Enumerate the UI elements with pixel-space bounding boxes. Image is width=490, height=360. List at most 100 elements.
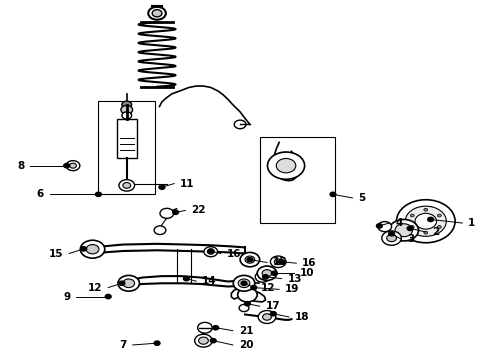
Text: 2: 2 xyxy=(432,227,439,237)
Circle shape xyxy=(387,234,396,242)
Circle shape xyxy=(239,305,249,312)
Circle shape xyxy=(410,214,414,217)
Text: 18: 18 xyxy=(295,312,309,322)
Circle shape xyxy=(276,158,296,173)
Circle shape xyxy=(86,244,99,254)
Text: 17: 17 xyxy=(266,301,280,311)
Text: 3: 3 xyxy=(407,234,415,244)
Circle shape xyxy=(438,214,441,217)
Circle shape xyxy=(96,192,101,197)
Text: 20: 20 xyxy=(239,340,253,350)
Circle shape xyxy=(118,275,140,291)
Circle shape xyxy=(152,10,162,17)
Circle shape xyxy=(154,341,160,345)
Circle shape xyxy=(233,275,255,291)
Circle shape xyxy=(70,163,76,168)
Circle shape xyxy=(262,270,272,277)
Text: 22: 22 xyxy=(191,206,206,216)
Circle shape xyxy=(238,279,250,288)
Circle shape xyxy=(121,105,133,114)
Circle shape xyxy=(123,183,131,188)
Circle shape xyxy=(80,240,105,258)
Circle shape xyxy=(207,249,214,254)
Bar xyxy=(260,137,335,223)
Circle shape xyxy=(172,210,178,215)
Circle shape xyxy=(389,231,394,236)
Circle shape xyxy=(407,226,413,230)
Circle shape xyxy=(382,231,401,245)
Circle shape xyxy=(257,266,277,280)
Circle shape xyxy=(105,294,111,299)
Text: 12: 12 xyxy=(88,283,102,293)
Circle shape xyxy=(213,325,219,330)
Circle shape xyxy=(424,231,428,234)
Circle shape xyxy=(234,120,246,129)
Text: 6: 6 xyxy=(36,189,44,199)
Circle shape xyxy=(389,220,418,241)
Text: 10: 10 xyxy=(300,268,314,278)
Circle shape xyxy=(405,206,446,236)
Text: 7: 7 xyxy=(120,340,127,350)
Circle shape xyxy=(410,226,414,228)
Circle shape xyxy=(123,279,135,288)
Circle shape xyxy=(210,338,216,343)
Circle shape xyxy=(330,192,336,197)
Circle shape xyxy=(122,101,132,108)
Circle shape xyxy=(66,161,80,171)
Circle shape xyxy=(119,180,135,191)
Text: 11: 11 xyxy=(180,179,195,189)
Text: 16: 16 xyxy=(226,248,241,258)
Circle shape xyxy=(274,259,282,265)
Text: 15: 15 xyxy=(273,257,287,267)
Circle shape xyxy=(428,217,434,222)
Text: 15: 15 xyxy=(49,248,63,258)
Circle shape xyxy=(119,281,125,285)
Text: 8: 8 xyxy=(17,161,24,171)
Circle shape xyxy=(183,276,189,281)
Circle shape xyxy=(245,302,250,306)
Circle shape xyxy=(148,7,166,20)
Circle shape xyxy=(154,226,166,234)
Circle shape xyxy=(159,185,165,189)
Circle shape xyxy=(81,247,87,251)
Circle shape xyxy=(395,224,413,237)
Text: 1: 1 xyxy=(468,218,476,228)
Circle shape xyxy=(160,208,173,219)
Text: 19: 19 xyxy=(285,284,299,294)
Circle shape xyxy=(197,322,212,333)
Circle shape xyxy=(396,200,455,243)
Text: 14: 14 xyxy=(202,276,217,286)
Circle shape xyxy=(270,312,276,316)
Circle shape xyxy=(122,112,132,119)
Circle shape xyxy=(255,271,270,282)
Circle shape xyxy=(415,213,437,229)
Text: 4: 4 xyxy=(395,218,402,228)
Circle shape xyxy=(251,285,257,290)
Circle shape xyxy=(438,226,441,228)
Circle shape xyxy=(268,152,305,179)
Circle shape xyxy=(208,249,214,253)
Circle shape xyxy=(258,311,276,323)
Circle shape xyxy=(240,252,260,267)
Circle shape xyxy=(263,314,271,320)
Text: 9: 9 xyxy=(63,292,71,302)
Circle shape xyxy=(204,247,218,257)
Circle shape xyxy=(238,288,257,302)
Text: 12: 12 xyxy=(261,283,275,293)
Text: 21: 21 xyxy=(239,325,253,336)
Circle shape xyxy=(279,260,285,264)
Circle shape xyxy=(241,281,247,285)
Circle shape xyxy=(263,275,269,279)
Bar xyxy=(117,119,137,158)
Text: 13: 13 xyxy=(288,274,302,284)
Bar xyxy=(98,101,155,194)
Circle shape xyxy=(198,337,208,344)
Circle shape xyxy=(424,208,428,211)
Text: 16: 16 xyxy=(302,258,317,268)
Circle shape xyxy=(376,224,382,228)
Circle shape xyxy=(64,163,70,168)
Circle shape xyxy=(270,256,286,267)
Circle shape xyxy=(378,222,392,231)
Circle shape xyxy=(195,334,212,347)
Circle shape xyxy=(271,271,277,275)
